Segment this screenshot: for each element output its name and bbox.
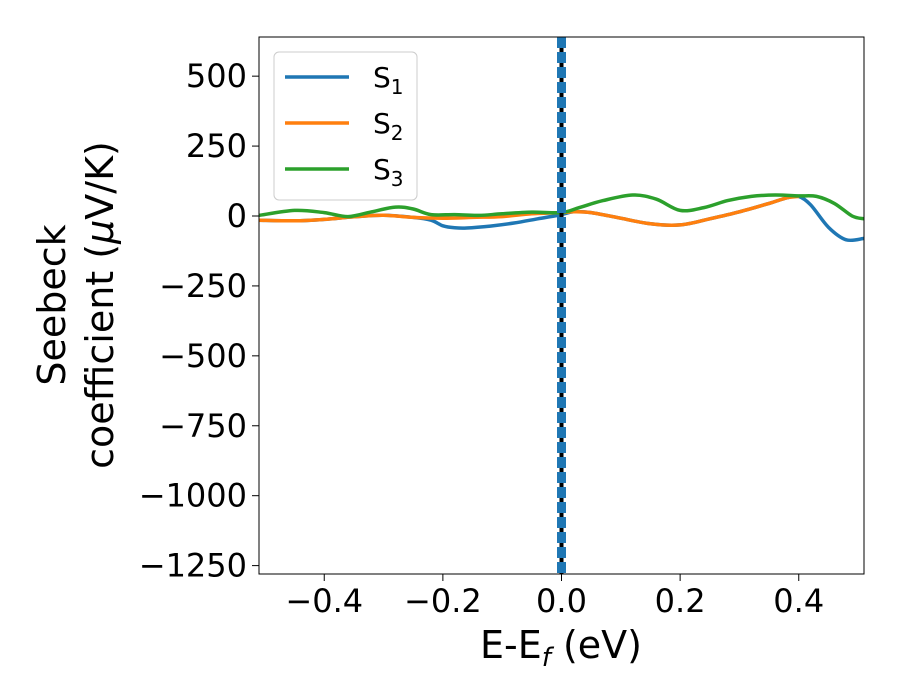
legend-label-s2: S2 [373,107,404,145]
y-axis-label-line2: coefficient (μV/K) [78,141,122,469]
legend: S1 S2 S3 [273,51,418,201]
x-tick-label: −0.4 [285,582,363,620]
legend-label-s1: S1 [373,61,404,99]
x-tick-label: 0.4 [773,582,824,620]
y-tick-label: 500 [186,57,247,95]
y-axis-label-line1: Seebeck [30,224,74,385]
axis-ticks: −0.4 −0.2 0.0 0.2 0.4 500 250 0 −250 −500 −750 −100… [139,57,824,620]
series-line-s3 [259,193,864,221]
x-tick-label: 0.0 [536,582,587,620]
legend-label-s3: S3 [373,153,404,191]
x-axis-label: E-Ef (eV) [480,623,642,673]
x-tick-label: −0.2 [404,582,482,620]
legend-box [273,51,418,201]
y-tick-label: −500 [159,337,247,375]
y-tick-label: −250 [159,267,247,305]
y-axis-label: Seebeck coefficient (μV/K) [30,141,122,469]
y-tick-label: −750 [159,407,247,445]
y-tick-label: 250 [186,127,247,165]
y-tick-label: 0 [227,197,247,235]
x-tick-label: 0.2 [655,582,706,620]
y-tick-label: −1250 [139,547,247,585]
y-tick-label: −1000 [139,477,247,515]
